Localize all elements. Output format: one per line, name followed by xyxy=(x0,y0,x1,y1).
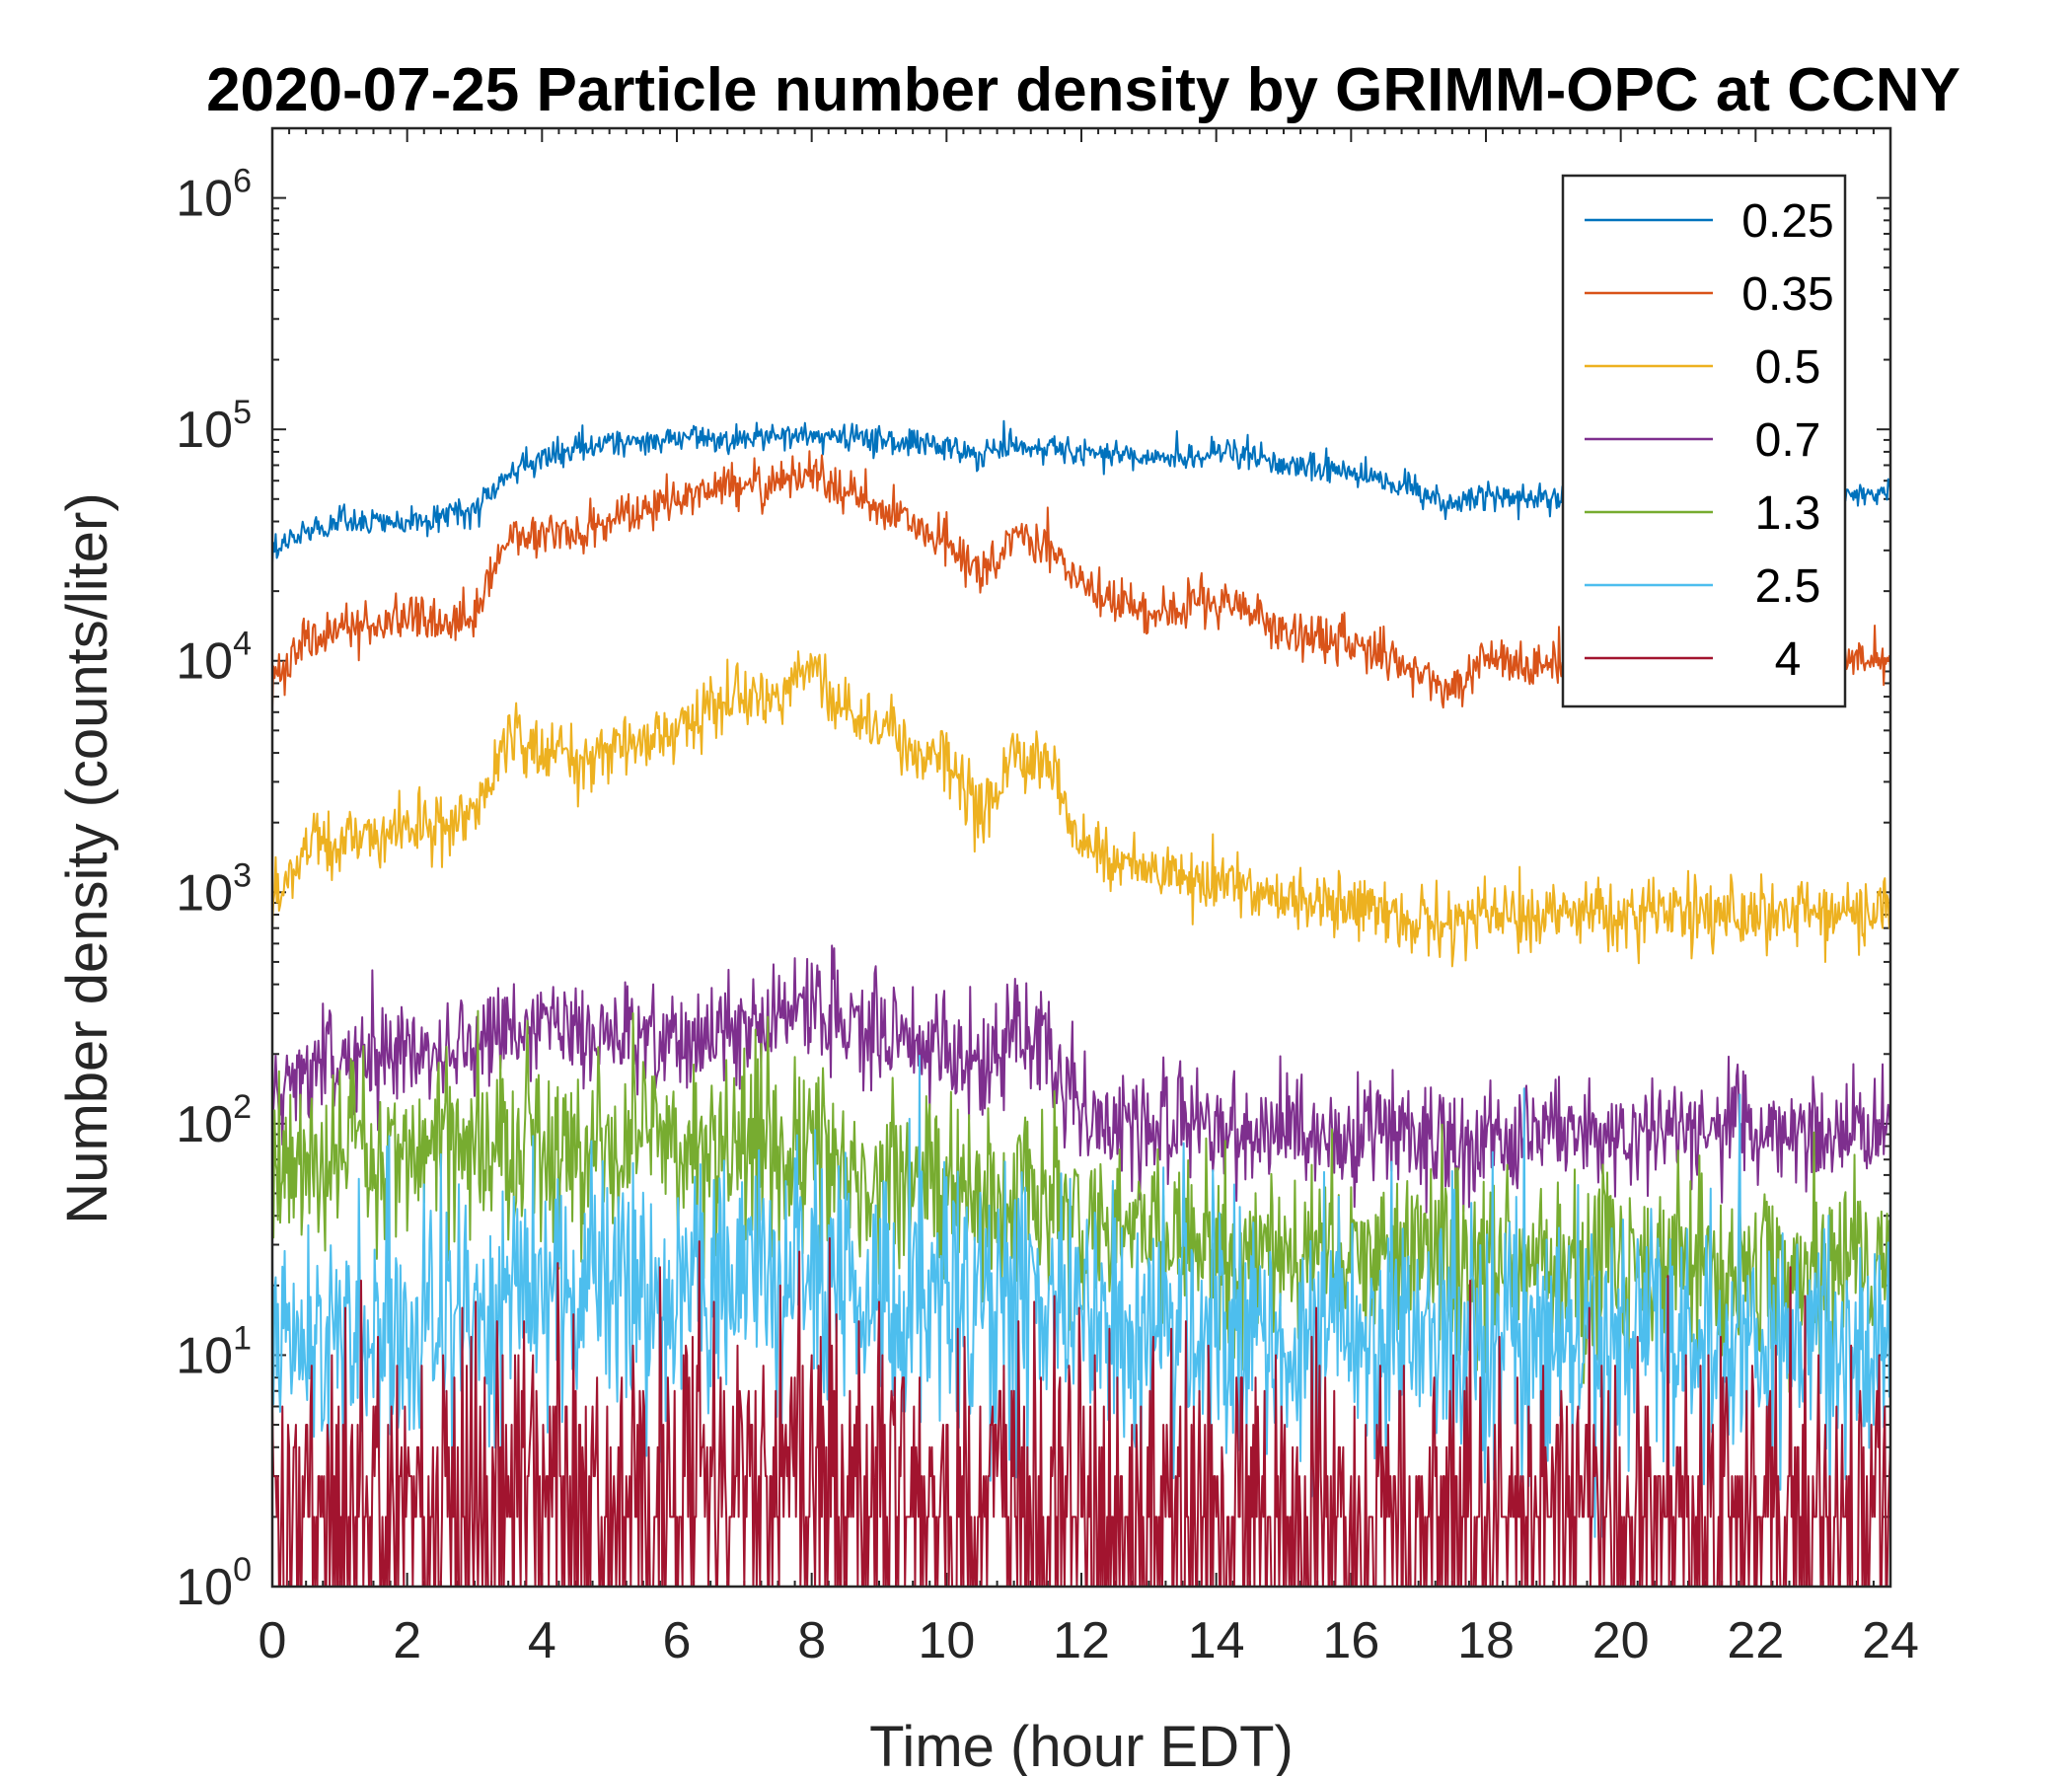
legend-label: 4 xyxy=(1775,633,1802,686)
y-tick-base: 10 xyxy=(176,864,233,922)
legend-label: 0.7 xyxy=(1755,414,1821,467)
y-tick-label: 102 xyxy=(176,1088,252,1153)
x-tick-label: 0 xyxy=(259,1612,287,1669)
x-tick-label: 18 xyxy=(1457,1612,1515,1669)
y-tick-base: 10 xyxy=(176,1559,233,1616)
y-tick-label: 104 xyxy=(176,626,252,691)
series-line-0-5 xyxy=(272,650,1890,968)
y-tick-label: 101 xyxy=(176,1319,252,1384)
legend-label: 2.5 xyxy=(1755,560,1821,613)
legend-label: 0.25 xyxy=(1741,195,1833,248)
legend-box xyxy=(1561,174,1847,708)
y-tick-exponent: 6 xyxy=(233,163,252,200)
series-line-1-3 xyxy=(272,1009,1890,1407)
x-tick-label: 24 xyxy=(1862,1612,1919,1669)
legend-label: 0.35 xyxy=(1741,268,1833,321)
x-tick-label: 20 xyxy=(1592,1612,1650,1669)
y-tick-exponent: 3 xyxy=(233,856,252,894)
x-tick-label: 2 xyxy=(393,1612,421,1669)
x-tick-label: 12 xyxy=(1053,1612,1110,1669)
y-tick-label: 100 xyxy=(176,1551,252,1616)
y-tick-exponent: 5 xyxy=(233,394,252,431)
y-tick-base: 10 xyxy=(176,1327,233,1384)
legend-label: 1.3 xyxy=(1755,487,1821,540)
plot-frame xyxy=(270,126,1892,1589)
y-tick-label: 105 xyxy=(176,394,252,459)
y-tick-exponent: 2 xyxy=(233,1088,252,1126)
y-tick-label: 106 xyxy=(176,163,252,228)
y-axis-label: Number density (counts/liter) xyxy=(55,492,119,1223)
x-tick-label: 10 xyxy=(918,1612,975,1669)
x-tick-label: 22 xyxy=(1727,1612,1784,1669)
legend-label: 0.5 xyxy=(1755,341,1821,394)
y-tick-base: 10 xyxy=(176,1096,233,1153)
x-tick-label: 14 xyxy=(1188,1612,1245,1669)
y-tick-exponent: 4 xyxy=(233,626,252,663)
y-tick-base: 10 xyxy=(176,633,233,691)
series-line-4 xyxy=(272,1236,1890,1587)
x-tick-labels: 0 2 4 6 8 10 12 14 16 18 20 22 24 xyxy=(259,1612,1919,1669)
y-tick-label: 103 xyxy=(176,856,252,922)
y-tick-exponent: 1 xyxy=(233,1319,252,1357)
series-line-2-5 xyxy=(272,1054,1890,1538)
x-tick-label: 8 xyxy=(797,1612,826,1669)
legend: 0.25 0.35 0.5 0.7 1.3 2.5 4 xyxy=(1561,174,1847,708)
y-tick-base: 10 xyxy=(176,171,233,228)
x-tick-label: 4 xyxy=(528,1612,556,1669)
x-tick-label: 6 xyxy=(663,1612,692,1669)
y-tick-base: 10 xyxy=(176,402,233,459)
y-tick-exponent: 0 xyxy=(233,1551,252,1589)
series-line-0-7 xyxy=(272,944,1890,1214)
x-tick-label: 16 xyxy=(1322,1612,1379,1669)
chart-title: 2020-07-25 Particle number density by GR… xyxy=(206,56,1961,124)
x-axis-label: Time (hour EDT) xyxy=(869,1715,1294,1776)
